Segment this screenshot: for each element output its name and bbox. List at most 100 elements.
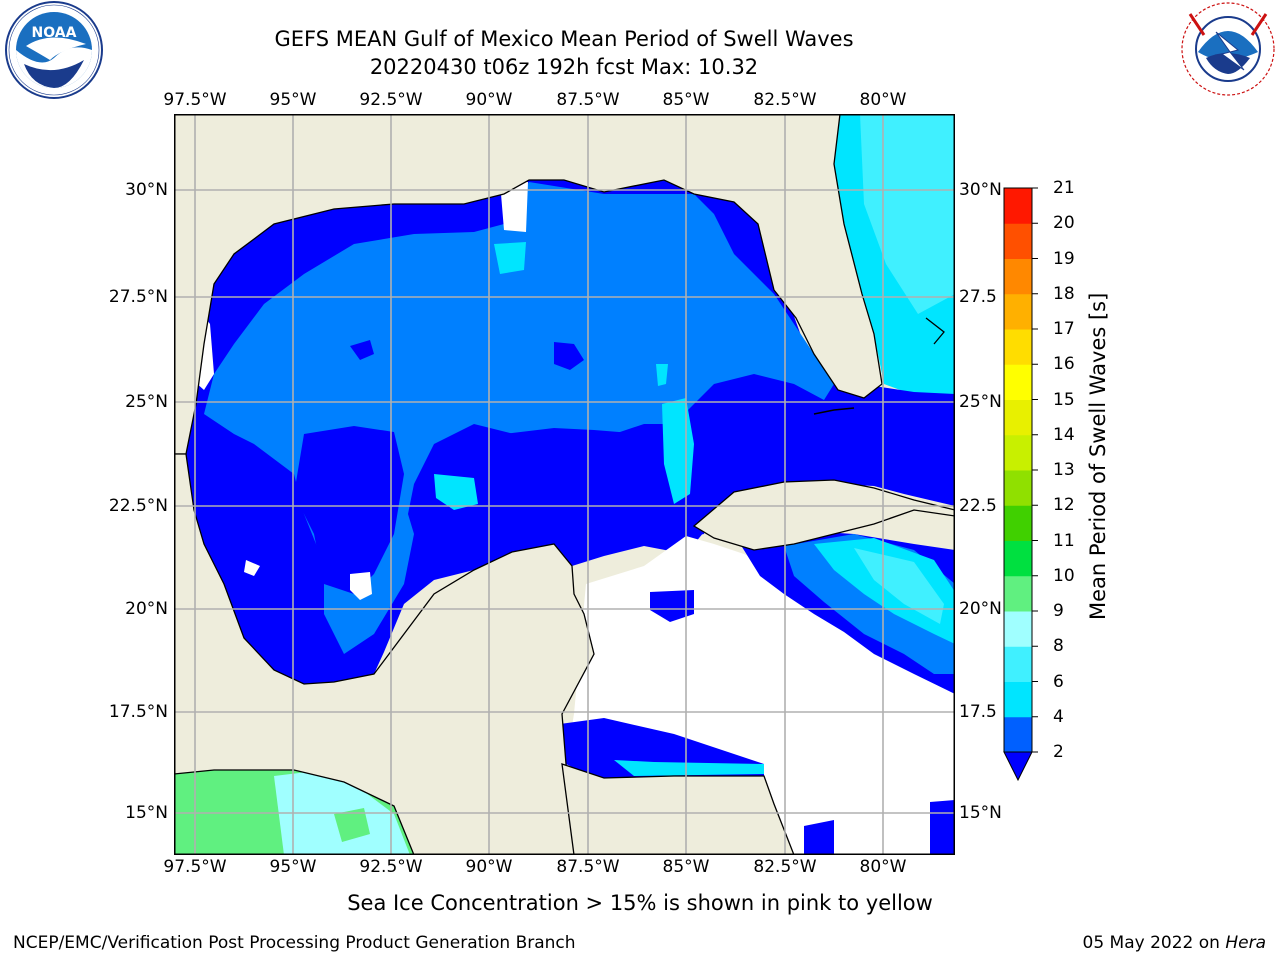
colorbar-cell — [1004, 575, 1032, 612]
no-data-mississippi — [500, 182, 528, 232]
gulf-patch-nw — [350, 340, 374, 360]
colorbar-label: Mean Period of Swell Waves [s] — [1086, 292, 1110, 620]
gulf-patch-center — [554, 342, 584, 370]
lon-tick-top-3: 92.5°W — [359, 90, 423, 110]
colorbar-cell — [1004, 434, 1032, 471]
colorbar-tick-label: 15 — [1053, 389, 1075, 410]
us-gulf-coast-land — [174, 114, 883, 455]
colorbar-tick-label: 4 — [1053, 706, 1064, 727]
chart-title: GEFS MEAN Gulf of Mexico Mean Period of … — [274, 27, 854, 51]
footer-date: 05 May 2022 on Hera — [1083, 933, 1267, 953]
caribbean-cyan-band — [814, 538, 955, 644]
lat-tick-right-3: 25°N — [959, 392, 1002, 412]
colorbar-tick-label: 20 — [1053, 213, 1075, 234]
colorbar-tick-label: 21 — [1053, 178, 1075, 198]
pacific-green-patch — [334, 808, 370, 842]
lat-tick-right-6: 17.5 — [959, 702, 997, 722]
lon-tick-bottom-7: 82.5°W — [753, 857, 817, 877]
colorbar-tick-label: 6 — [1053, 671, 1064, 692]
lat-tick-left-7: 15°N — [125, 803, 168, 823]
lat-tick-left-5: 20°N — [125, 599, 168, 619]
lat-tick-right-5: 20°N — [959, 599, 1002, 619]
colorbar-tick-label: 19 — [1053, 248, 1075, 269]
lat-tick-left-3: 25°N — [125, 392, 168, 412]
lon-tick-top-5: 87.5°W — [556, 90, 620, 110]
colorbar-cell — [1004, 681, 1032, 718]
chart-subtitle: 20220430 t06z 192h fcst Max: 10.32 — [369, 55, 759, 79]
colorbar-tick-label: 13 — [1053, 460, 1075, 480]
central-america-land — [561, 763, 795, 855]
gulf-cyan-patch-4 — [656, 364, 668, 386]
lat-tick-left-2: 27.5°N — [108, 287, 168, 307]
gulf-patch-west — [294, 426, 404, 594]
lon-tick-bottom-4: 90°W — [465, 857, 513, 877]
no-data-spot-1 — [244, 560, 260, 576]
sea-ice-note: Sea Ice Concentration > 15% is shown in … — [347, 891, 933, 915]
map-panel — [174, 114, 955, 855]
colorbar-cell — [1004, 293, 1032, 330]
honduras-band — [560, 718, 764, 778]
colorbar-cell — [1004, 223, 1032, 259]
colorbar — [1000, 186, 1040, 786]
lat-tick-right-7: 15°N — [959, 803, 1002, 823]
colorbar-tick-label: 11 — [1053, 530, 1075, 551]
colorbar-svg — [1003, 187, 1038, 782]
lon-tick-bottom-8: 80°W — [859, 857, 907, 877]
gulf-cyan-patch-1 — [434, 474, 478, 510]
lat-tick-right-4: 22.5 — [959, 496, 997, 516]
colorbar-cell — [1004, 540, 1032, 577]
lon-tick-top-1: 97.5°W — [163, 90, 227, 110]
map-frame — [174, 114, 955, 855]
gulf-patch-south — [474, 428, 714, 554]
colorbar-cell — [1004, 470, 1032, 506]
caribbean-patch-1 — [650, 590, 694, 622]
colorbar-tick-label: 14 — [1053, 424, 1075, 445]
map-svg — [174, 114, 955, 855]
caribbean-light-band — [854, 548, 944, 624]
lon-tick-bottom-6: 85°W — [662, 857, 710, 877]
colorbar-tick-label: 17 — [1053, 319, 1075, 339]
nws-logo — [1176, 0, 1280, 100]
no-data-spot-2 — [350, 572, 372, 600]
colorbar-cell — [1004, 505, 1032, 541]
florida-keys — [813, 407, 855, 415]
gulf-cyan-patch-2 — [494, 242, 526, 274]
lon-tick-top-4: 90°W — [465, 90, 513, 110]
noaa-logo-text: NOAA — [32, 25, 77, 41]
colorbar-cell — [1004, 329, 1032, 365]
colorbar-tick-label: 10 — [1053, 565, 1075, 586]
colorbar-tick-label: 16 — [1053, 354, 1075, 375]
cuba-land — [692, 479, 955, 551]
colorbar-tick-label: 9 — [1053, 601, 1064, 621]
colorbar-under-arrow — [1003, 751, 1033, 782]
lat-tick-left-4: 22.5°N — [108, 496, 168, 516]
bahamas-outline — [925, 317, 945, 345]
honduras-cyan — [614, 760, 764, 776]
lat-tick-right-2: 27.5 — [959, 287, 997, 307]
noaa-logo: NOAA — [0, 0, 108, 108]
colorbar-cell — [1004, 611, 1032, 647]
lon-tick-top-8: 80°W — [859, 90, 907, 110]
grid-lines — [174, 114, 955, 855]
lat-tick-left-6: 17.5°N — [108, 702, 168, 722]
footer-credit: NCEP/EMC/Verification Post Processing Pr… — [13, 933, 576, 953]
colorbar-tick-label: 12 — [1053, 495, 1075, 516]
colorbar-cell — [1004, 364, 1032, 400]
lon-tick-bottom-1: 97.5°W — [163, 857, 227, 877]
lon-tick-top-2: 95°W — [269, 90, 317, 110]
colorbar-tick-label: 8 — [1053, 636, 1064, 657]
colorbar-cell — [1004, 188, 1032, 224]
lat-tick-left-1: 30°N — [125, 180, 168, 200]
lon-tick-bottom-3: 92.5°W — [359, 857, 423, 877]
caribbean-patch-3 — [930, 800, 955, 855]
colorbar-tick-label: 18 — [1053, 283, 1075, 304]
lon-tick-top-7: 82.5°W — [753, 90, 817, 110]
caribbean-patch-2 — [804, 820, 834, 855]
colorbar-tick-label: 2 — [1053, 742, 1064, 762]
lat-tick-right-1: 30°N — [959, 180, 1002, 200]
colorbar-cell — [1004, 716, 1032, 753]
footer-date-text: 05 May 2022 on — [1082, 933, 1226, 953]
lon-tick-bottom-2: 95°W — [269, 857, 317, 877]
colorbar-cell — [1004, 258, 1032, 295]
colorbar-cell — [1004, 399, 1032, 436]
